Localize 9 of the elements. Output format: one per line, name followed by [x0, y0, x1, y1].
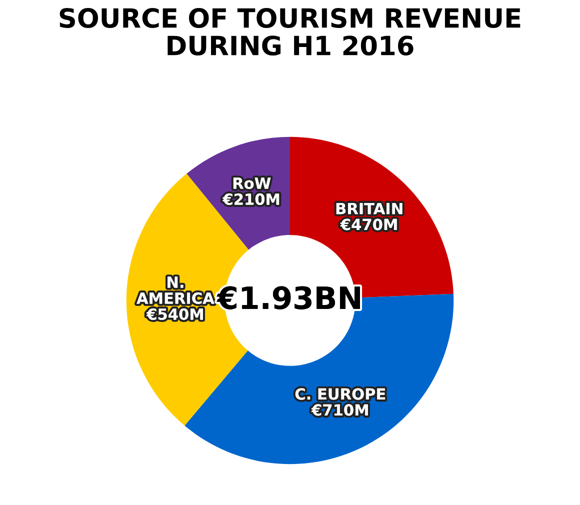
slice-label: BRITAIN: [336, 202, 402, 214]
chart-title: SOURCE OF TOURISM REVENUE DURING H1 2016: [60, 8, 520, 56]
data-label: €210M: [222, 193, 280, 205]
slice-label: N. AMERICA: [136, 276, 214, 304]
data-label: €470M: [340, 218, 397, 230]
slice-label: C. EUROPE: [295, 388, 386, 400]
data-label: €540M: [146, 308, 203, 320]
data-label: €710M: [311, 404, 368, 416]
slice-label: RoW: [233, 178, 271, 190]
